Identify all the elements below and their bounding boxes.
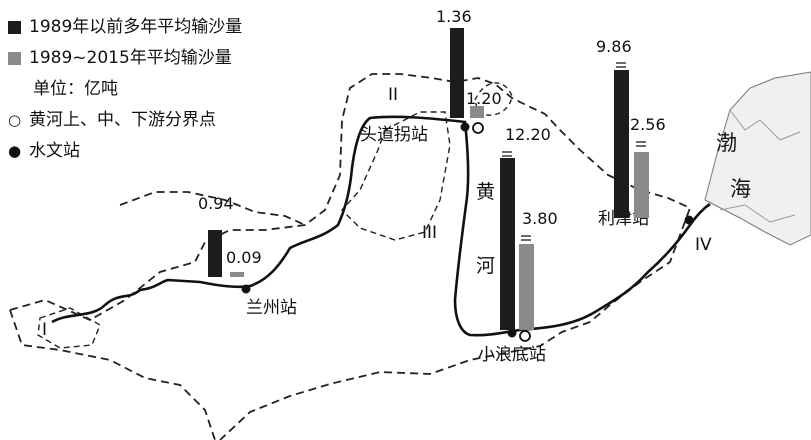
hollow-circle-icon: ○ — [8, 111, 22, 129]
river-label-he: 河 — [476, 255, 495, 277]
legend-label-boundary-point: 黄河上、中、下游分界点 — [29, 110, 216, 130]
legend: 1989年以前多年平均输沙量 1989~2015年平均输沙量 单位：亿吨 ○ 黄… — [8, 12, 242, 167]
station-dot-xiaolangdi — [507, 328, 517, 338]
station-dot-lijin — [684, 215, 694, 225]
axis-break-marks — [502, 62, 646, 241]
region-i-outline — [37, 307, 101, 349]
bar-pre-1989-xiaolangdi — [500, 158, 515, 330]
bar-pre-1989-lijin — [614, 70, 629, 218]
bar-1989-2015-toudaoguai — [470, 106, 484, 118]
coastline-detail — [719, 109, 801, 223]
legend-row-1989-2015: 1989~2015年平均输沙量 — [8, 43, 242, 74]
region-label-iv: IV — [695, 235, 712, 255]
bohai-coast — [704, 71, 811, 246]
value-label-lanzhou-post: 0.09 — [226, 248, 262, 267]
legend-row-boundary-point: ○ 黄河上、中、下游分界点 — [8, 105, 242, 136]
legend-label-hydro-station: 水文站 — [29, 141, 80, 161]
region-label-ii: II — [388, 85, 398, 105]
filled-dot-icon: ● — [8, 142, 22, 160]
region-label-i: I — [42, 320, 47, 340]
legend-label-pre-1989: 1989年以前多年平均输沙量 — [29, 17, 243, 37]
river-label-huang: 黄 — [476, 181, 495, 203]
sea-label-bo: 渤 — [716, 131, 737, 155]
bar-pre-1989-toudaoguai — [450, 28, 464, 118]
value-label-lanzhou-pre: 0.94 — [198, 194, 234, 213]
station-dot-lanzhou — [241, 284, 251, 294]
bar-1989-2015-lijin — [634, 152, 649, 218]
sea-label-hai: 海 — [730, 177, 751, 201]
boundary-point-upper-middle — [472, 122, 484, 134]
ordos-outline — [341, 111, 451, 241]
value-label-lijin-pre: 9.86 — [596, 37, 632, 56]
station-label-lanzhou: 兰州站 — [246, 298, 297, 318]
legend-unit-label: 单位：亿吨 — [33, 79, 118, 99]
basin-boundary — [9, 73, 692, 440]
legend-row-hydro-station: ● 水文站 — [8, 136, 242, 167]
legend-swatch-pre-1989 — [8, 21, 21, 34]
value-label-lijin-post: 2.56 — [630, 115, 666, 134]
legend-row-pre-1989: 1989年以前多年平均输沙量 — [8, 12, 242, 43]
legend-label-1989-2015: 1989~2015年平均输沙量 — [29, 48, 232, 68]
value-label-xiaolangdi-pre: 12.20 — [505, 125, 551, 144]
yellow-river — [51, 115, 711, 337]
region-label-iii: III — [422, 223, 437, 243]
toudaoguai-loop — [474, 82, 513, 116]
value-label-toudaoguai-post: 1.20 — [466, 89, 502, 108]
value-label-xiaolangdi-post: 3.80 — [522, 209, 558, 228]
bar-1989-2015-lanzhou — [230, 272, 244, 277]
value-label-toudaoguai-pre: 1.36 — [436, 7, 472, 26]
station-label-xiaolangdi: 小浪底站 — [478, 345, 546, 365]
bar-pre-1989-lanzhou — [208, 230, 222, 277]
legend-unit: 单位：亿吨 — [8, 74, 242, 105]
bar-1989-2015-xiaolangdi — [519, 244, 534, 330]
station-label-toudaoguai: 头道拐站 — [360, 125, 428, 145]
station-dot-toudaoguai — [460, 122, 470, 132]
legend-swatch-1989-2015 — [8, 52, 21, 65]
boundary-point-middle-lower — [519, 330, 531, 342]
